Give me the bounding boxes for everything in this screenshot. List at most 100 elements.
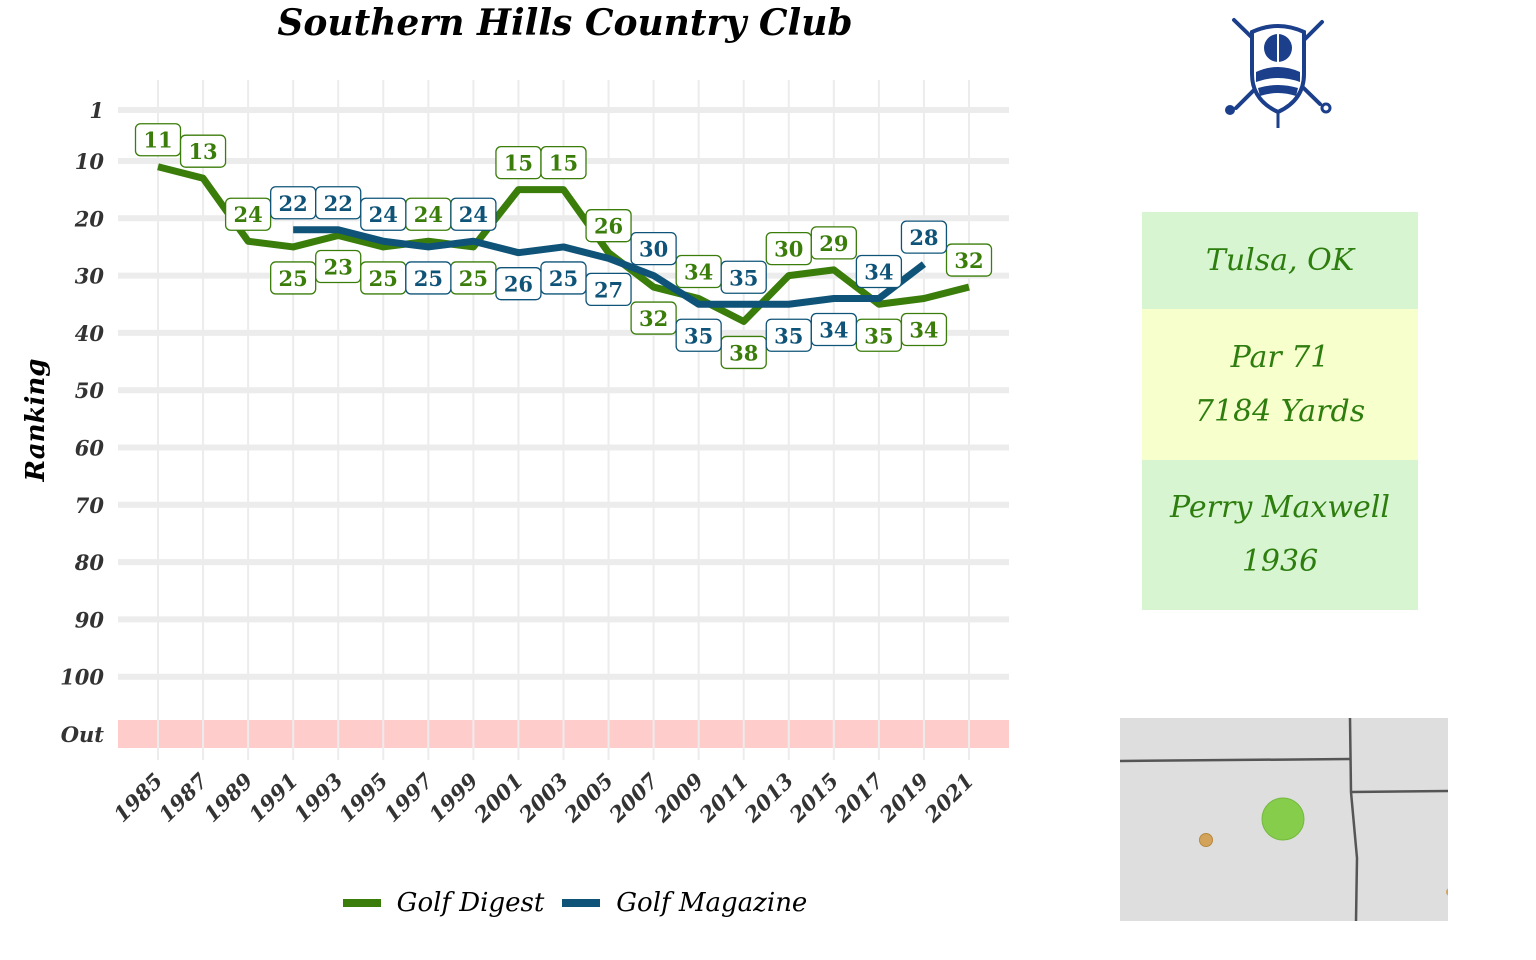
x-tick-label: 1989 — [199, 768, 258, 827]
data-label: 25 — [270, 261, 317, 295]
data-label-text: 24 — [414, 202, 443, 227]
y-tick-label: 20 — [74, 206, 105, 231]
yards-text: 7184 Yards — [1194, 393, 1366, 429]
data-label-box — [720, 260, 767, 294]
club-crest-icon — [1225, 18, 1332, 128]
x-tick-label: 2005 — [558, 768, 618, 828]
data-label-text: 15 — [549, 151, 578, 176]
data-label: 23 — [315, 249, 362, 284]
x-tick-label: 2013 — [739, 768, 799, 828]
x-tick-label: 1987 — [154, 768, 213, 827]
data-label-text: 34 — [864, 260, 893, 285]
data-label: 28 — [900, 220, 948, 254]
data-label-box — [810, 226, 857, 260]
data-label: 30 — [765, 231, 812, 266]
data-label-box — [900, 312, 948, 347]
data-label-text: 26 — [594, 214, 623, 239]
legend-item-golf-magazine: Golf Magazine — [562, 888, 807, 918]
x-tick-label: 1993 — [289, 768, 348, 827]
location-text: Tulsa, OK — [1205, 242, 1355, 278]
data-label-text: 35 — [729, 265, 758, 290]
data-label-text: 32 — [954, 248, 983, 273]
designer-text: Perry Maxwell — [1170, 490, 1390, 525]
data-label: 27 — [585, 272, 632, 307]
y-axis-label: Ranking — [21, 359, 51, 483]
data-label-text: 26 — [504, 272, 533, 297]
data-label-text: 22 — [324, 191, 353, 216]
x-tick-label: 2017 — [829, 768, 889, 828]
y-tick-label: 60 — [75, 436, 105, 461]
series-line — [157, 163, 970, 325]
data-label: 25 — [405, 261, 452, 295]
data-label-text: 34 — [684, 260, 713, 285]
data-label-box — [405, 261, 452, 295]
grid — [118, 80, 1009, 760]
series-lines — [157, 163, 970, 325]
x-tick-label: 1985 — [109, 768, 168, 827]
data-label-text: 25 — [459, 266, 488, 291]
data-label: 34 — [675, 254, 722, 289]
x-tick-label: 2015 — [784, 768, 844, 828]
data-label-text: 23 — [324, 254, 353, 279]
data-label-text: 13 — [188, 139, 217, 164]
x-tick-label: 2003 — [513, 768, 573, 828]
data-label: 35 — [855, 318, 903, 352]
data-label-box — [945, 243, 993, 277]
data-label: 32 — [945, 243, 993, 277]
data-label-text: 35 — [684, 323, 713, 348]
data-label-text: 24 — [233, 202, 262, 227]
y-tick-label: 30 — [75, 264, 105, 289]
data-label: 26 — [585, 209, 632, 243]
data-label: 13 — [179, 134, 227, 168]
course-stats-box: Par 71 7184 Yards — [1142, 309, 1418, 460]
data-label: 24 — [360, 197, 407, 231]
designer-box: Perry Maxwell 1936 — [1142, 460, 1418, 610]
data-label-text: 29 — [819, 231, 848, 256]
data-label-text: 27 — [594, 277, 623, 302]
data-label-text: 11 — [143, 128, 172, 153]
data-label: 34 — [900, 312, 948, 347]
data-label: 34 — [855, 254, 903, 289]
data-label-text: 30 — [774, 237, 803, 262]
y-tick-label: 10 — [75, 149, 105, 174]
year-text: 1936 — [1241, 544, 1319, 579]
x-tick-label: 2009 — [648, 768, 708, 828]
data-label-box — [585, 209, 632, 243]
data-label: 24 — [450, 197, 497, 231]
data-label-box — [630, 301, 677, 335]
x-tick-label: 2001 — [468, 768, 528, 828]
data-label-box — [855, 254, 903, 289]
location-box: Tulsa, OK — [1142, 212, 1418, 309]
data-label-text: 38 — [729, 340, 758, 365]
x-tick-label: 2021 — [919, 768, 979, 828]
data-label-box — [179, 134, 227, 168]
y-tick-label: 40 — [75, 321, 105, 346]
legend-swatch-golf-magazine — [562, 899, 601, 907]
data-label: 24 — [405, 197, 452, 231]
data-label-box — [450, 197, 497, 231]
legend-swatch-golf-digest — [342, 899, 381, 907]
data-label-box — [720, 335, 767, 370]
data-label: 34 — [810, 312, 857, 347]
data-label-box — [675, 318, 722, 352]
data-label-text: 34 — [909, 318, 938, 343]
legend-label-golf-digest: Golf Digest — [396, 888, 545, 918]
y-tick-label: 90 — [75, 607, 105, 632]
data-label-text: 34 — [819, 318, 848, 343]
data-label: 38 — [720, 335, 767, 370]
data-label: 25 — [540, 261, 587, 295]
par-text: Par 71 — [1230, 339, 1330, 375]
x-tick-label: 2019 — [874, 768, 934, 828]
data-label-text: 25 — [414, 266, 443, 291]
data-label-text: 25 — [279, 266, 308, 291]
data-label-box — [810, 312, 857, 347]
data-label: 30 — [630, 231, 677, 266]
y-tick-label: 100 — [60, 665, 104, 690]
x-tick-label: 1997 — [379, 768, 438, 827]
x-tick-label: 2011 — [694, 768, 754, 828]
data-label-text: 25 — [549, 266, 578, 291]
data-label: 35 — [720, 260, 767, 294]
data-label-text: 28 — [909, 225, 938, 250]
data-label: 25 — [450, 261, 497, 295]
